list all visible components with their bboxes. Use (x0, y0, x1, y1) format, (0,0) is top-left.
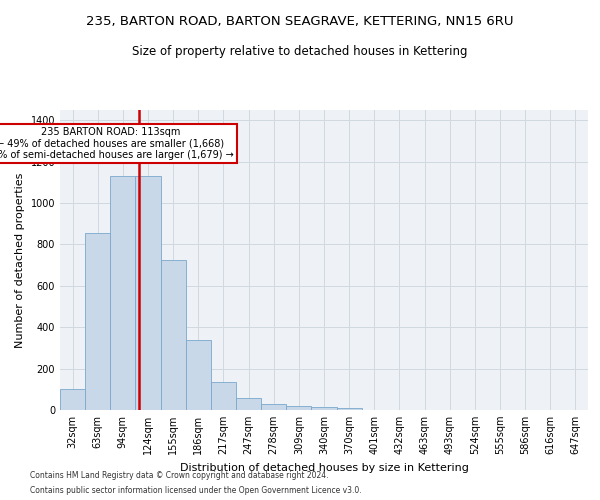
Text: Contains HM Land Registry data © Crown copyright and database right 2024.: Contains HM Land Registry data © Crown c… (30, 471, 329, 480)
Bar (236, 398, 261, 410)
Bar (161, 260, 186, 410)
Bar (286, 406, 311, 410)
Bar (60, 390, 85, 410)
Bar (211, 382, 236, 410)
Text: Contains public sector information licensed under the Open Government Licence v3: Contains public sector information licen… (30, 486, 362, 495)
Bar (186, 340, 211, 410)
Bar (136, 176, 161, 410)
X-axis label: Distribution of detached houses by size in Kettering: Distribution of detached houses by size … (179, 462, 469, 472)
Y-axis label: Number of detached properties: Number of detached properties (15, 172, 25, 348)
Bar (261, 404, 286, 410)
Text: Size of property relative to detached houses in Kettering: Size of property relative to detached ho… (132, 45, 468, 58)
Bar (337, 408, 362, 410)
Text: 235 BARTON ROAD: 113sqm
← 49% of detached houses are smaller (1,668)
49% of semi: 235 BARTON ROAD: 113sqm ← 49% of detache… (0, 126, 234, 160)
Bar (85, 233, 110, 410)
Bar (110, 176, 136, 410)
Bar (311, 407, 337, 410)
Text: 235, BARTON ROAD, BARTON SEAGRAVE, KETTERING, NN15 6RU: 235, BARTON ROAD, BARTON SEAGRAVE, KETTE… (86, 15, 514, 28)
